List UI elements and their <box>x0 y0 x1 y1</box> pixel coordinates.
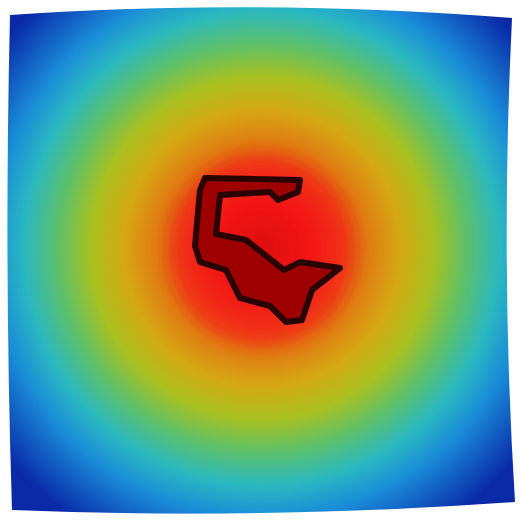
region-outline <box>192 175 343 325</box>
